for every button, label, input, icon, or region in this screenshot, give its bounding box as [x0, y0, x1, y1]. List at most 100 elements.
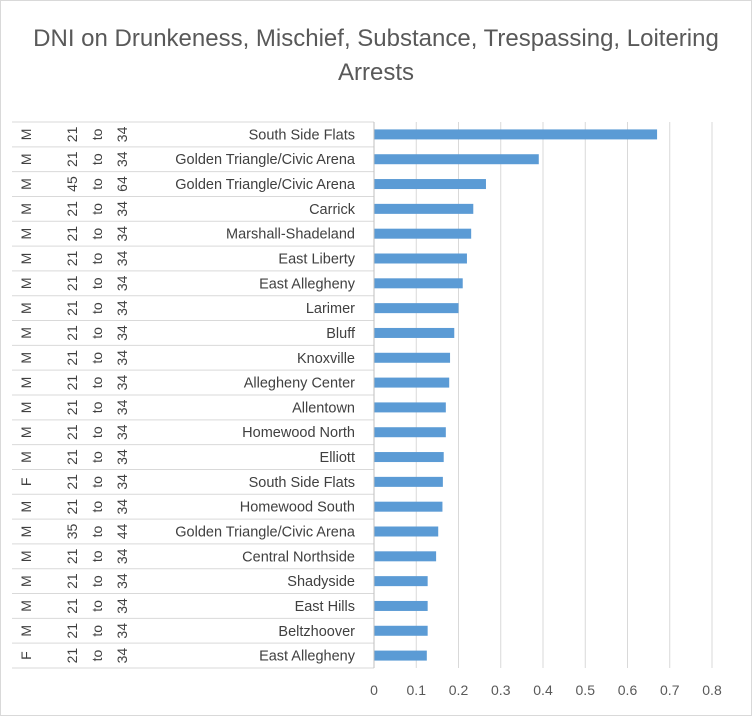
- bar: [374, 526, 439, 537]
- category-age-low-label: 21: [64, 325, 80, 341]
- category-to-label: to: [89, 203, 105, 215]
- x-tick-label: 0.6: [618, 682, 638, 698]
- category-to-label: to: [89, 401, 105, 413]
- category-neighborhood-label: Central Northside: [242, 549, 355, 565]
- category-gender-label: M: [18, 501, 34, 513]
- bar: [374, 352, 451, 363]
- category-neighborhood-label: Beltzhoover: [278, 624, 355, 640]
- category-age-low-label: 21: [64, 573, 80, 589]
- category-to-label: to: [89, 178, 105, 190]
- category-neighborhood-label: Golden Triangle/Civic Arena: [175, 177, 356, 193]
- category-age-low-label: 21: [64, 300, 80, 316]
- category-to-label: to: [89, 327, 105, 339]
- bar: [374, 129, 658, 140]
- bar: [374, 452, 444, 463]
- category-age-low-label: 45: [64, 176, 80, 192]
- bar: [374, 551, 437, 562]
- category-neighborhood-label: Homewood South: [240, 500, 355, 516]
- category-gender-label: M: [18, 600, 34, 612]
- chart-title: DNI on Drunkeness, Mischief, Substance, …: [33, 25, 719, 86]
- bar: [374, 278, 463, 289]
- x-tick-label: 0.5: [576, 682, 596, 698]
- category-to-label: to: [89, 650, 105, 662]
- x-tick-label: 0: [370, 682, 378, 698]
- category-neighborhood-label: East Allegheny: [259, 649, 356, 665]
- bar: [374, 600, 428, 611]
- category-to-label: to: [89, 476, 105, 488]
- category-gender-label: M: [18, 451, 34, 463]
- bar: [374, 501, 443, 512]
- x-tick-label: 0.7: [660, 682, 680, 698]
- category-to-label: to: [89, 426, 105, 438]
- category-to-label: to: [89, 501, 105, 513]
- bar: [374, 203, 474, 214]
- category-neighborhood-label: South Side Flats: [249, 475, 355, 491]
- category-gender-label: M: [18, 178, 34, 190]
- category-age-high-label: 34: [114, 474, 130, 490]
- category-age-high-label: 34: [114, 151, 130, 167]
- category-age-high-label: 44: [114, 524, 130, 540]
- category-age-low-label: 21: [64, 648, 80, 664]
- category-age-high-label: 34: [114, 201, 130, 217]
- category-age-low-label: 21: [64, 399, 80, 415]
- category-age-low-label: 21: [64, 350, 80, 366]
- bar: [374, 402, 446, 413]
- bar: [374, 377, 450, 388]
- category-age-high-label: 34: [114, 300, 130, 316]
- category-age-low-label: 21: [64, 126, 80, 142]
- category-to-label: to: [89, 451, 105, 463]
- category-age-high-label: 34: [114, 399, 130, 415]
- category-gender-label: M: [18, 526, 34, 538]
- category-gender-label: M: [18, 352, 34, 364]
- category-gender-label: F: [18, 478, 34, 487]
- category-age-high-label: 34: [114, 499, 130, 515]
- category-gender-label: M: [18, 302, 34, 314]
- category-to-label: to: [89, 550, 105, 562]
- category-gender-label: M: [18, 153, 34, 165]
- category-age-high-label: 34: [114, 424, 130, 440]
- x-tick-label: 0.4: [533, 682, 553, 698]
- category-age-high-label: 34: [114, 325, 130, 341]
- category-neighborhood-label: Golden Triangle/Civic Arena: [175, 525, 356, 541]
- category-gender-label: M: [18, 575, 34, 587]
- category-to-label: to: [89, 600, 105, 612]
- category-age-high-label: 34: [114, 350, 130, 366]
- category-age-low-label: 21: [64, 375, 80, 391]
- category-gender-label: M: [18, 625, 34, 637]
- category-age-low-label: 21: [64, 151, 80, 167]
- category-neighborhood-label: Elliott: [320, 450, 355, 466]
- category-to-label: to: [89, 377, 105, 389]
- category-gender-label: M: [18, 203, 34, 215]
- category-age-low-label: 21: [64, 598, 80, 614]
- category-to-label: to: [89, 525, 105, 537]
- category-neighborhood-label: Marshall-Shadeland: [226, 227, 355, 243]
- category-gender-label: M: [18, 327, 34, 339]
- category-gender-label: M: [18, 129, 34, 141]
- bar: [374, 576, 428, 587]
- category-age-high-label: 34: [114, 251, 130, 267]
- category-age-high-label: 34: [114, 623, 130, 639]
- category-gender-label: M: [18, 426, 34, 438]
- category-age-low-label: 21: [64, 275, 80, 291]
- category-gender-label: M: [18, 377, 34, 389]
- category-neighborhood-label: East Allegheny: [259, 276, 356, 292]
- category-neighborhood-label: Carrick: [309, 202, 356, 218]
- category-gender-label: M: [18, 550, 34, 562]
- category-age-high-label: 34: [114, 648, 130, 664]
- bar: [374, 228, 472, 239]
- category-neighborhood-label: South Side Flats: [249, 127, 355, 143]
- category-neighborhood-label: Allentown: [292, 400, 355, 416]
- category-gender-label: M: [18, 228, 34, 240]
- bar: [374, 625, 428, 636]
- category-neighborhood-label: Golden Triangle/Civic Arena: [175, 152, 356, 168]
- bar: [374, 253, 467, 264]
- category-neighborhood-label: East Liberty: [278, 252, 355, 268]
- category-age-high-label: 64: [114, 176, 130, 192]
- category-age-low-label: 21: [64, 548, 80, 564]
- category-gender-label: M: [18, 277, 34, 289]
- category-age-high-label: 34: [114, 375, 130, 391]
- category-age-low-label: 35: [64, 524, 80, 540]
- category-gender-label: M: [18, 402, 34, 414]
- bar: [374, 303, 459, 314]
